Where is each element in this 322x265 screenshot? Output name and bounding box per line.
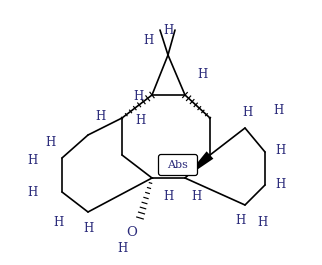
Text: H: H	[53, 215, 63, 228]
Text: H: H	[242, 105, 252, 118]
Text: H: H	[235, 214, 245, 227]
Text: H: H	[133, 90, 143, 103]
Text: H: H	[257, 215, 267, 228]
Text: Abs: Abs	[167, 160, 188, 170]
FancyBboxPatch shape	[158, 154, 197, 175]
Text: H: H	[275, 179, 285, 192]
Text: H: H	[135, 113, 145, 126]
Text: H: H	[275, 144, 285, 157]
Text: H: H	[95, 109, 105, 122]
Text: H: H	[163, 191, 173, 204]
Polygon shape	[185, 151, 213, 178]
Text: H: H	[117, 241, 127, 254]
Text: H: H	[83, 222, 93, 235]
Text: H: H	[197, 68, 207, 82]
Text: H: H	[273, 104, 283, 117]
Text: H: H	[191, 191, 201, 204]
Text: H: H	[27, 153, 37, 166]
Text: H: H	[143, 33, 153, 46]
Text: H: H	[163, 24, 173, 37]
Text: H: H	[45, 135, 55, 148]
Text: H: H	[27, 186, 37, 198]
Text: O: O	[127, 226, 137, 238]
